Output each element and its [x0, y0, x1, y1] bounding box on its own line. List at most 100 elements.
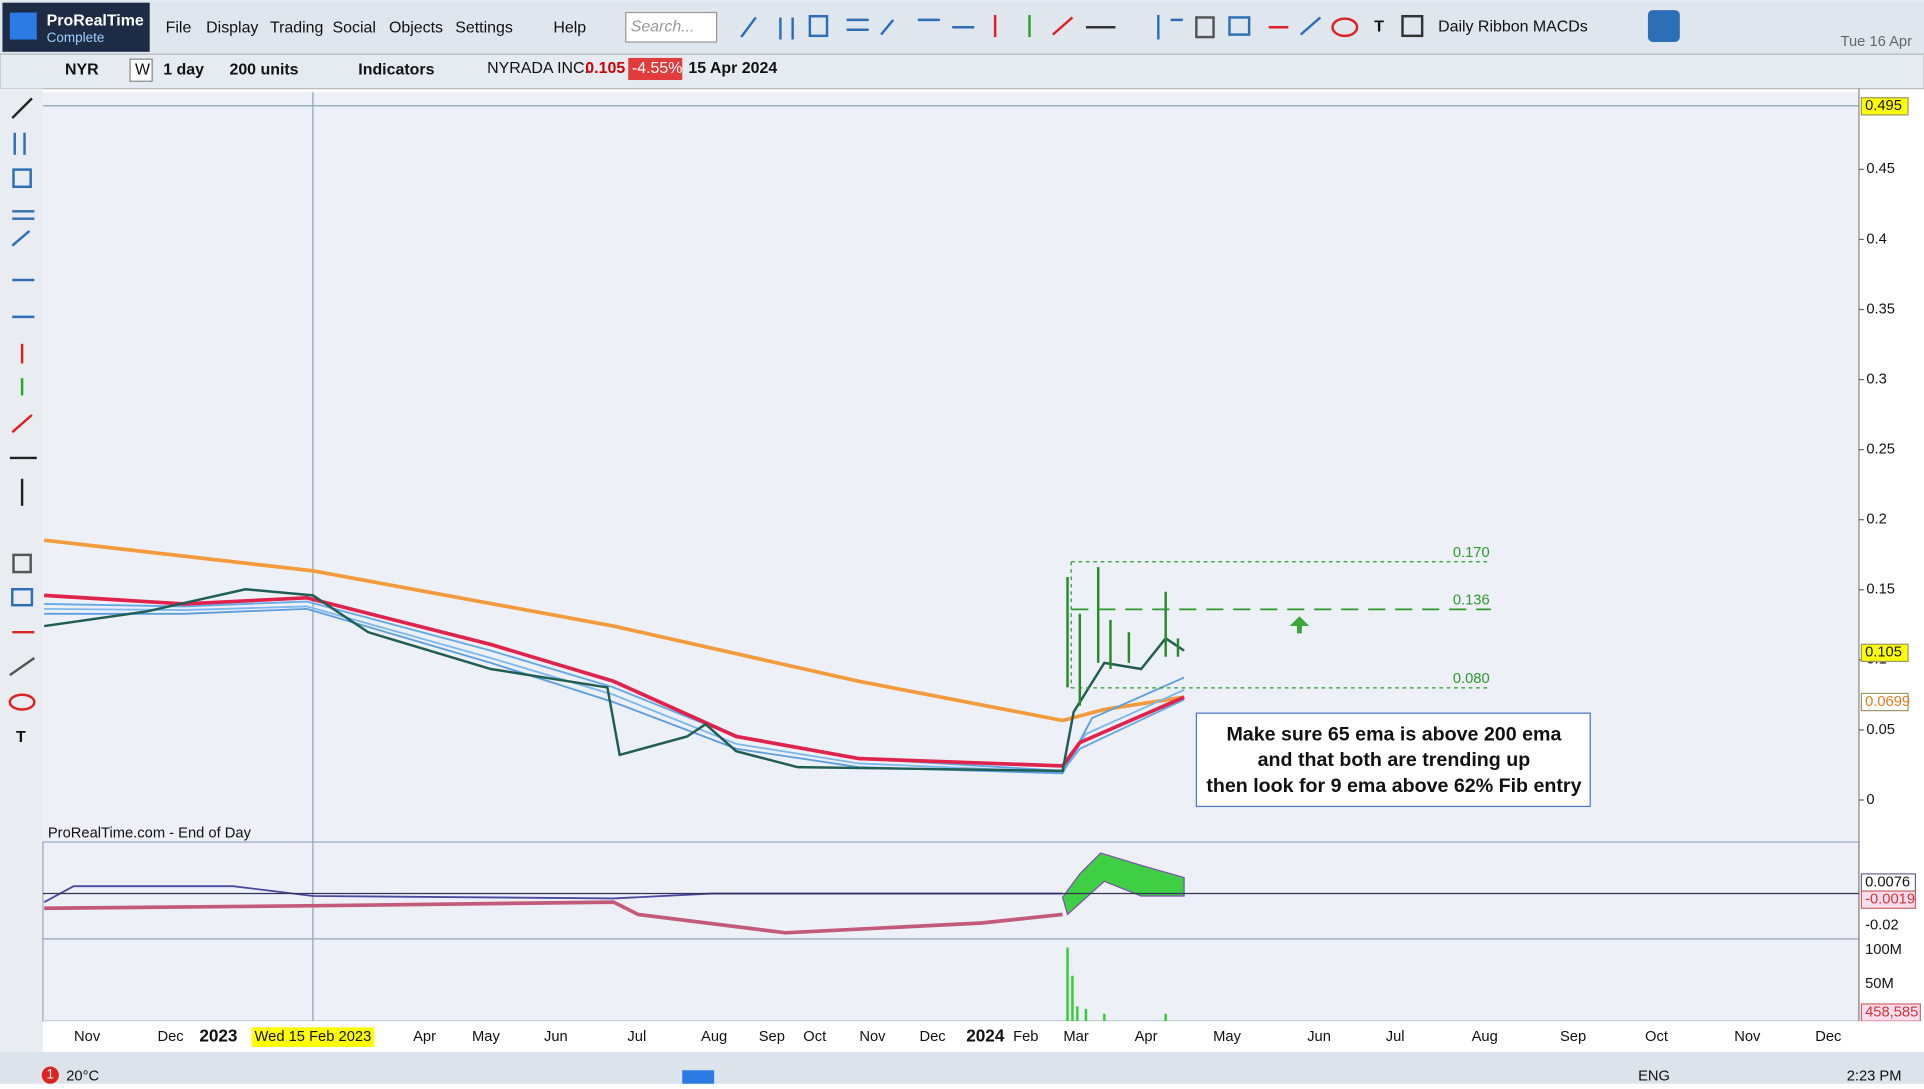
annotation-line: Make sure 65 ema is above 200 ema [1226, 723, 1562, 745]
start-button[interactable] [682, 1070, 715, 1084]
x-tick-label: Aug [1472, 1029, 1498, 1045]
x-tick-label: Apr [413, 1029, 436, 1045]
period-box[interactable] [129, 58, 153, 82]
x-tick-label: Apr [1135, 1029, 1158, 1045]
language: ENG [1638, 1068, 1670, 1084]
x-tick-label: 2024 [966, 1026, 1005, 1046]
y-tick-label: 0.2 [1866, 512, 1886, 528]
price-label-box [1860, 692, 1909, 712]
change-box [628, 57, 683, 81]
vol-last: 458,585 [1865, 1004, 1918, 1020]
left-tool-icons [8, 97, 37, 711]
source: ProRealTime.com - End of Day [48, 825, 252, 841]
app-name: ProRealTime [47, 12, 144, 29]
menu-item[interactable]: Trading [270, 20, 323, 37]
price-label-box [1860, 97, 1909, 116]
y-tick-label: 0.45 [1866, 161, 1895, 177]
x-tick-label: Oct [1645, 1029, 1668, 1045]
date: 15 Apr 2024 [688, 60, 777, 77]
instrument: NYRADA INC. [487, 60, 589, 77]
date-top: Tue 16 Apr [1841, 34, 1913, 50]
arrow-up [1289, 616, 1310, 634]
annotation-line: then look for 9 ema above 62% Fib entry [1206, 775, 1581, 797]
notification: 1 [47, 1067, 55, 1082]
price-label: 0.0699 [1865, 694, 1910, 710]
x-tick-label: May [472, 1029, 500, 1045]
ind-label: -0.0019 [1865, 892, 1915, 908]
search-box[interactable] [625, 11, 718, 43]
price-label: 0.105 [1865, 645, 1902, 661]
chart-toolbar [0, 53, 1924, 90]
fib-label: 0.170 [1453, 545, 1490, 561]
weather: 20°C [66, 1068, 99, 1084]
menu-item[interactable]: File [166, 20, 192, 37]
y-tick-label: 0.4 [1866, 231, 1886, 247]
indicators[interactable]: Indicators [358, 61, 434, 78]
x-tick-label: Mar [1063, 1029, 1088, 1045]
ind-tick: -0.02 [1865, 917, 1899, 933]
x-tick-label: Sep [759, 1029, 785, 1045]
x-tick-label: Aug [701, 1029, 727, 1045]
x-tick-label: Wed 15 Feb 2023 [255, 1029, 372, 1045]
volume-panel [42, 938, 1860, 1022]
vol-tick: 100M [1865, 942, 1902, 958]
y-tick-label: 0.15 [1866, 582, 1895, 598]
x-tick-label: Nov [859, 1029, 886, 1045]
app-edition: Complete [47, 30, 105, 45]
ind-label: 0.0076 [1865, 874, 1910, 890]
menu-item[interactable]: Help [553, 20, 586, 37]
units[interactable]: 200 units [229, 61, 298, 78]
text-tool-left[interactable]: T [16, 729, 26, 746]
x-tick-label: Sep [1560, 1029, 1586, 1045]
y-tick-label: 0.05 [1866, 722, 1895, 738]
interval[interactable]: 1 day [163, 61, 204, 78]
x-tick-label: Jul [1386, 1029, 1405, 1045]
menu-item[interactable]: Display [206, 20, 258, 37]
period: W [135, 61, 150, 78]
text-tool[interactable]: T [1374, 18, 1384, 35]
layout-name[interactable]: Daily Ribbon MACDs [1438, 18, 1588, 35]
x-tick-label: Jun [1307, 1029, 1331, 1045]
x-tick-label: Jul [627, 1029, 646, 1045]
x-tick-label: Dec [157, 1029, 183, 1045]
x-tick-label: 2023 [199, 1026, 237, 1046]
x-tick-label: Nov [1734, 1029, 1761, 1045]
vol-tick: 50M [1865, 976, 1894, 992]
y-tick-label: 0.25 [1866, 442, 1895, 458]
x-tick-label: Jun [544, 1029, 568, 1045]
price-label-box [1860, 643, 1909, 663]
taskbar [0, 1051, 1924, 1084]
macd-line [44, 900, 1063, 935]
x-tick-label: May [1213, 1029, 1241, 1045]
menu-item[interactable]: Social [333, 20, 376, 37]
price: 0.105 [585, 60, 625, 77]
logo-icon [9, 12, 37, 40]
clock: 2:23 PM [1847, 1068, 1902, 1084]
y-tick-label: 0.35 [1866, 301, 1895, 317]
fib-label: 0.080 [1453, 671, 1490, 687]
y-tick-label: 0 [1866, 792, 1874, 808]
volume-bars [1066, 947, 1167, 1022]
fib-label: 0.136 [1453, 593, 1490, 609]
x-tick-label: Oct [803, 1029, 826, 1045]
search-placeholder: Search... [631, 18, 695, 35]
x-tick-label: Dec [919, 1029, 945, 1045]
ticker[interactable]: NYR [65, 61, 99, 78]
price-label: 0.495 [1865, 98, 1902, 114]
x-tick-label: Dec [1815, 1029, 1841, 1045]
crosshair-date-box [251, 1027, 375, 1047]
left-toolbar [0, 88, 43, 1052]
y-tick-label: 0.3 [1866, 371, 1886, 387]
macd-fill [1061, 852, 1185, 916]
annotation-line: and that both are trending up [1258, 749, 1531, 771]
toolbar-icons [740, 14, 1424, 40]
sound-button[interactable] [1647, 10, 1680, 42]
menu-item[interactable]: Settings [455, 20, 513, 37]
notification-badge [41, 1066, 59, 1084]
ind-label-box [1860, 890, 1917, 909]
x-tick-label: Feb [1013, 1029, 1038, 1045]
menu-item[interactable]: Objects [389, 20, 443, 37]
x-tick-label: Nov [74, 1029, 101, 1045]
